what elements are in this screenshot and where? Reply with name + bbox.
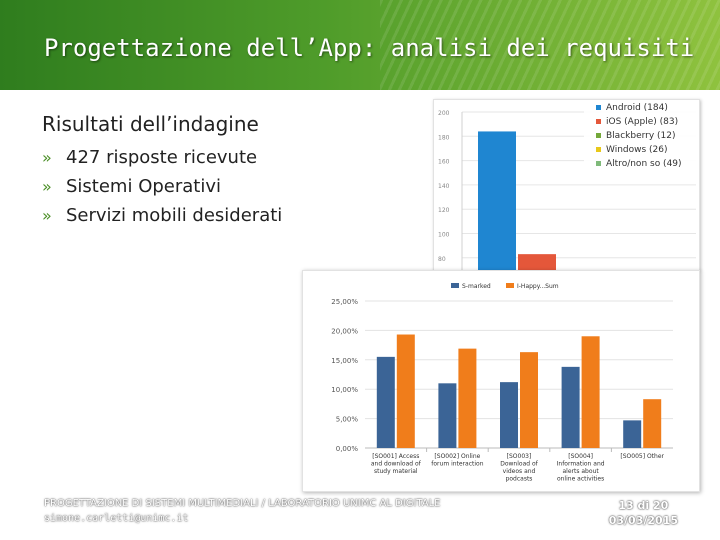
services-bar-chart: 25,00% 20,00% 15,00% 10,00% 5,00% 0,00% S-mark… [302,270,700,492]
y-tick-label: 25,00% [331,298,358,306]
y-tick-label: 10,00% [331,386,358,394]
legend-swatch [506,283,514,288]
y-tick-label: 140 [438,183,450,190]
legend-swatch [451,283,459,288]
bullet-text: Servizi mobili desiderati [66,205,283,226]
bullet-item: » Servizi mobili desiderati [42,204,282,233]
legend-swatch [596,147,601,152]
y-tick-label: 180 [438,134,450,141]
x-tick-label: alerts about [562,468,599,475]
os-bar-chart-svg: 20018016014012010080604020Android (184)i… [438,102,698,270]
bullet-item: » 427 risposte ricevute [42,146,282,175]
title-band-pattern [380,0,720,90]
bullet-marker-icon: » [42,206,52,225]
page-info: 13 di 20 03/03/2015 [609,498,678,528]
y-tick-label: 120 [438,207,450,214]
y-tick-label: 160 [438,159,450,166]
legend-entry: Blackberry (12) [606,131,676,141]
bar [438,383,457,448]
legend-entry: iOS (Apple) (83) [606,117,678,127]
legend-swatch [596,119,601,124]
slide-date: 03/03/2015 [608,514,678,527]
y-tick-label: 200 [438,110,450,117]
x-tick-label: online activities [557,476,604,483]
legend-swatch [596,105,601,110]
footer-course: PROGETTAZIONE DI SISTEMI MULTIMEDIALI / … [44,498,441,509]
x-tick-label: [SO004] [568,453,593,460]
bar [643,399,662,448]
legend-swatch [596,133,601,138]
legend-entry: Altro/non so (49) [606,159,682,169]
x-tick-label: forum interaction [431,461,483,468]
title-band: Progettazione dell’App: analisi dei requ… [0,0,720,90]
bullet-text: 427 risposte ricevute [66,147,258,168]
footer-email: simone.carletti@unimc.it [44,513,189,524]
legend-entry: S-marked [462,283,491,290]
bar [623,420,642,448]
bar-1 [518,254,556,270]
bar [500,382,518,448]
legend-swatch [596,161,601,166]
slide-title: Progettazione dell’App: analisi dei requ… [44,34,695,62]
bar [458,348,477,448]
section-heading: Risultati dell’indagine [42,112,259,136]
bar [520,352,538,448]
y-tick-label: 5,00% [336,416,359,424]
bar [376,356,395,448]
page-number: 13 di 20 [618,499,669,512]
x-tick-label: Download of [500,461,538,468]
legend-entry: I-Happy...Sum [517,283,559,290]
bullet-item: » Sistemi Operativi [42,175,282,204]
bar [561,366,580,448]
legend-entry: Windows (26) [606,145,668,155]
bar [581,336,600,448]
bar-0 [478,131,516,270]
x-tick-label: videos and [503,468,536,475]
y-tick-label: 0,00% [336,445,359,453]
x-tick-label: [SO003] [507,453,532,460]
bullet-text: Sistemi Operativi [66,176,222,197]
bullet-list: » 427 risposte ricevute » Sistemi Operativ… [42,146,282,233]
x-tick-label: podcasts [506,476,533,483]
y-tick-label: 80 [438,256,446,263]
x-tick-label: [SO002] Online [434,453,480,460]
x-tick-label: and download of [371,461,422,468]
y-tick-label: 15,00% [331,357,358,365]
x-tick-label: study material [374,468,418,475]
legend-entry: Android (184) [606,103,668,113]
x-tick-label: Information and [557,461,605,468]
y-tick-label: 100 [438,232,450,239]
bar [396,334,415,448]
bullet-marker-icon: » [42,148,52,167]
x-tick-label: [SO001] Access [372,453,419,460]
y-tick-label: 20,00% [331,327,358,335]
x-tick-label: [SO005] Other [620,453,664,460]
bullet-marker-icon: » [42,177,52,196]
services-bar-chart-svg: 25,00% 20,00% 15,00% 10,00% 5,00% 0,00% S-mark… [331,283,673,483]
legend-box [584,102,698,178]
os-bar-chart: 20018016014012010080604020Android (184)i… [433,99,700,271]
